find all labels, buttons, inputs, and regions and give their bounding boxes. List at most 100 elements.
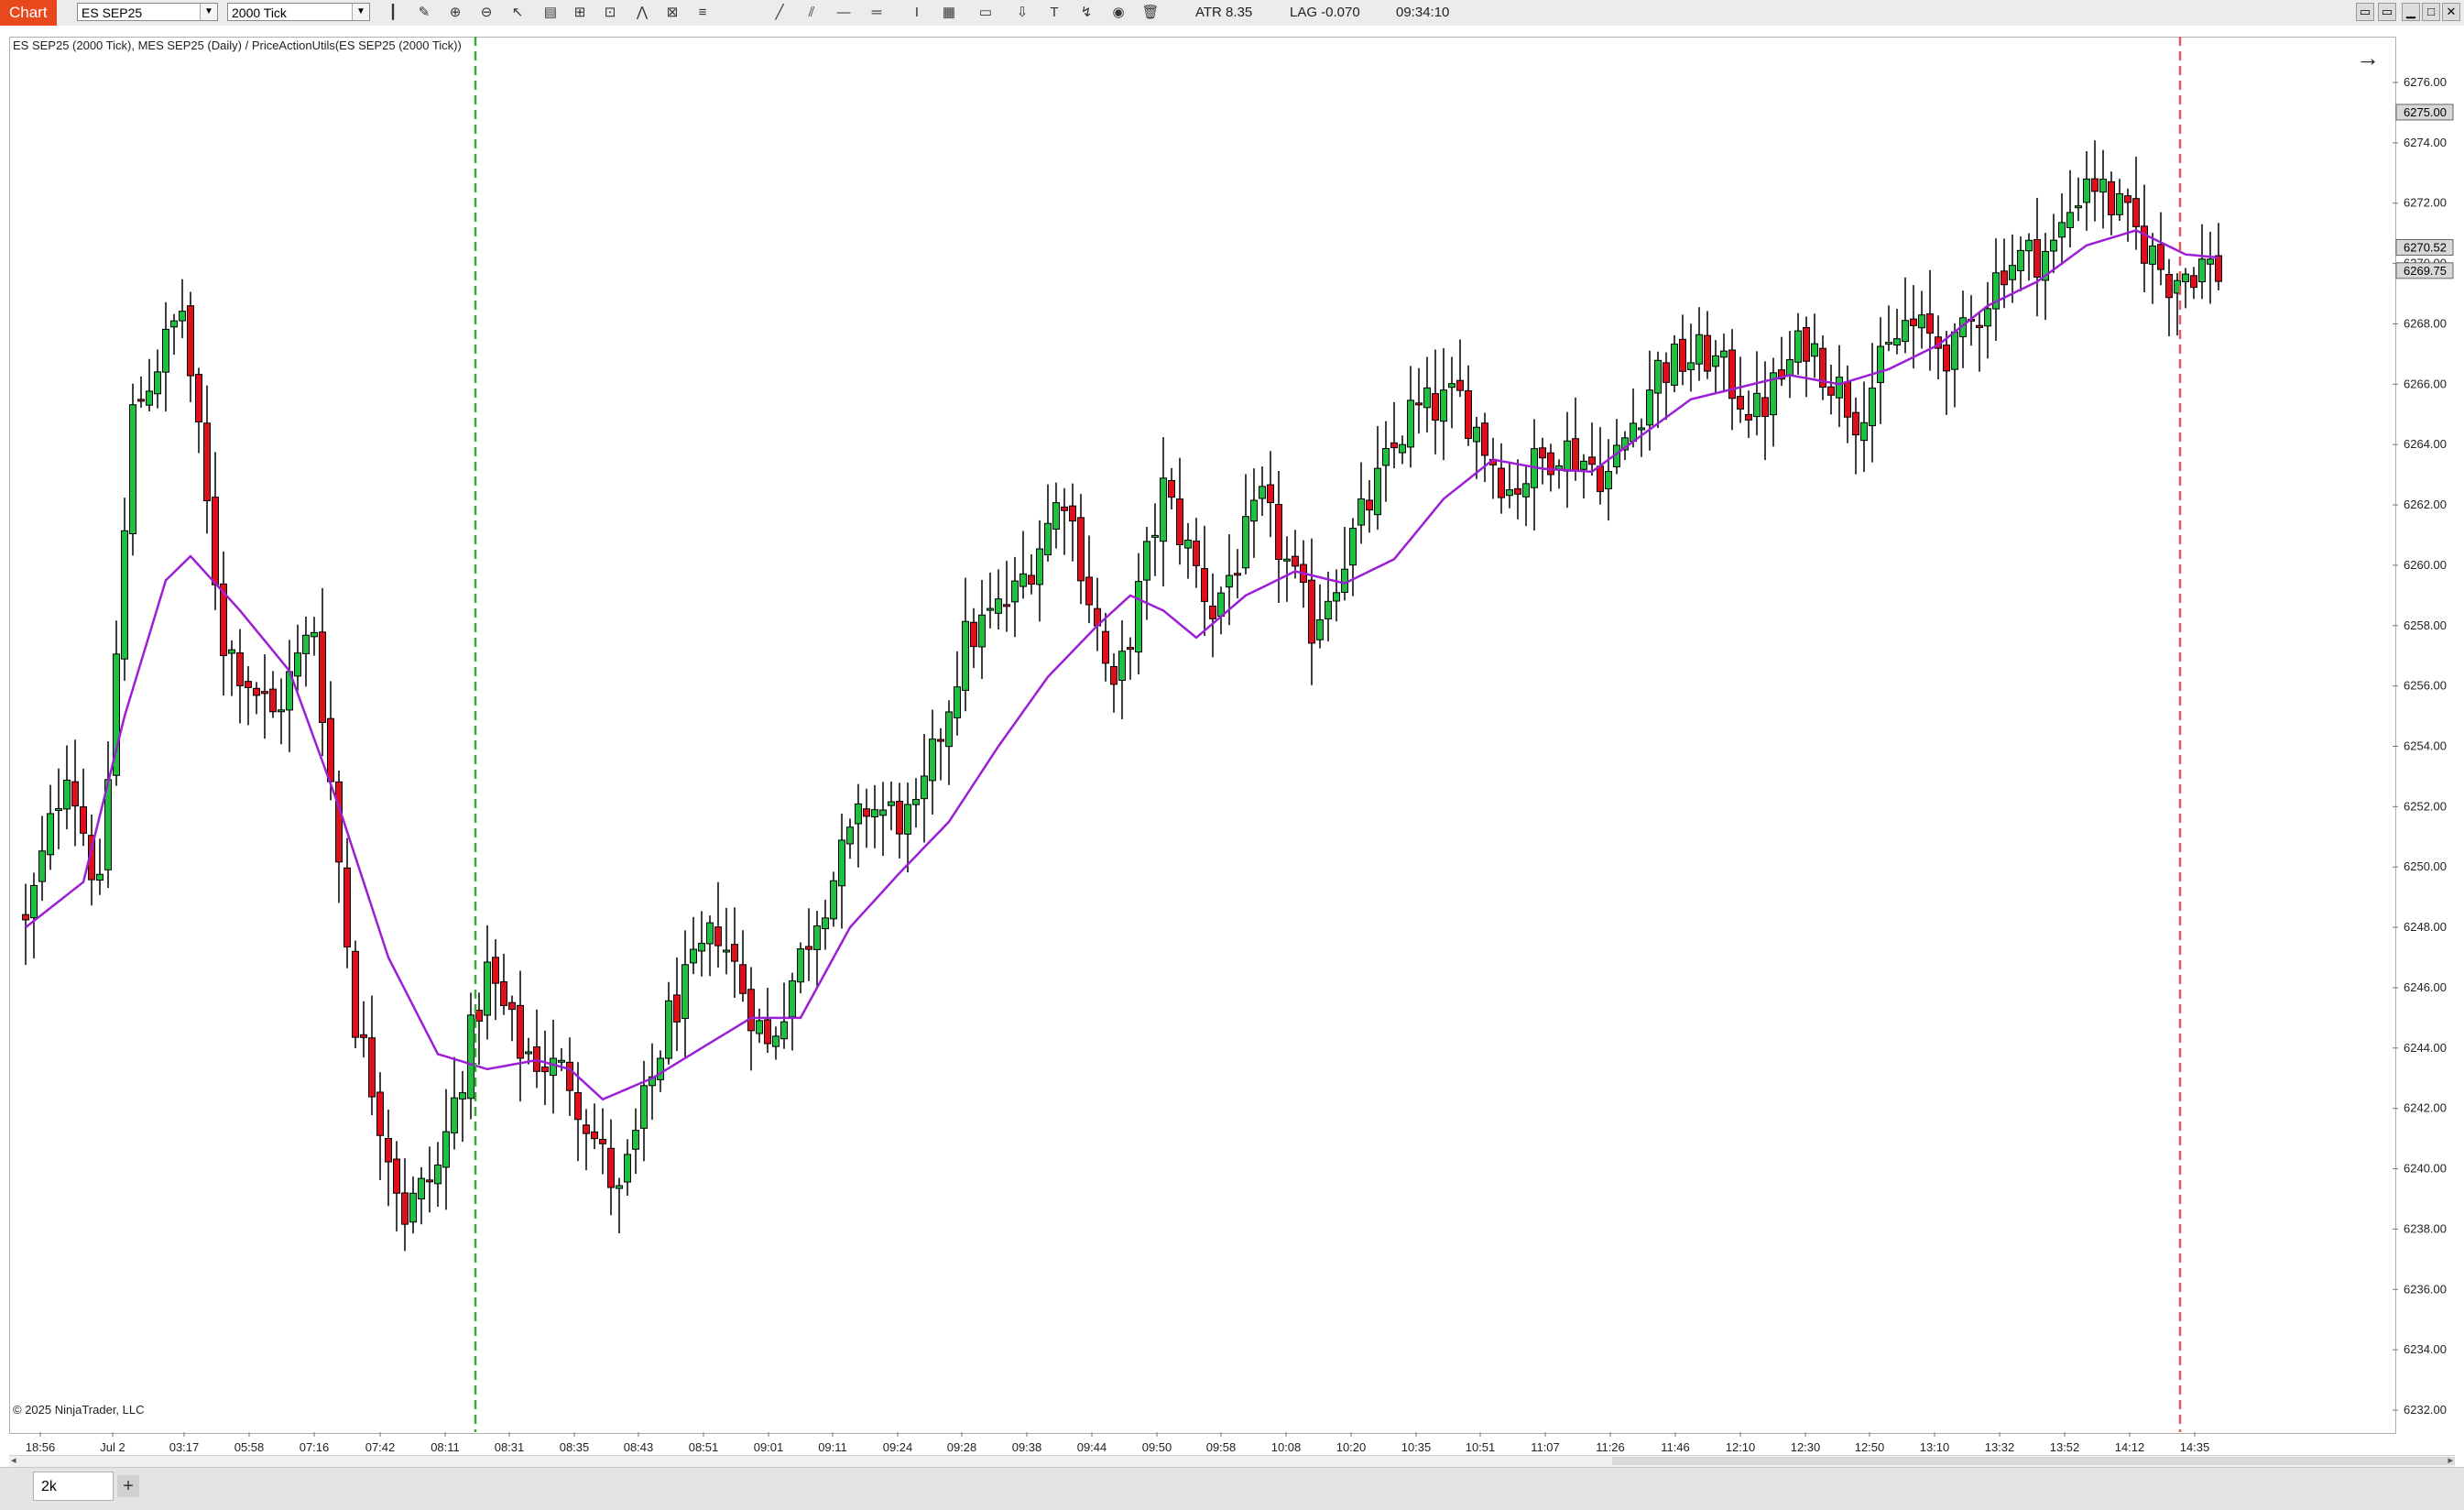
candle-down[interactable] bbox=[245, 681, 252, 688]
candle-up[interactable] bbox=[1984, 308, 1991, 327]
candle-up[interactable] bbox=[665, 1000, 672, 1059]
candle-up[interactable] bbox=[640, 1085, 648, 1129]
candle-down[interactable] bbox=[2157, 244, 2164, 270]
candle-down[interactable] bbox=[327, 717, 334, 782]
candle-down[interactable] bbox=[1572, 438, 1579, 471]
candle-up[interactable] bbox=[154, 371, 161, 395]
candle-down[interactable] bbox=[1201, 568, 1208, 602]
candle-down[interactable] bbox=[319, 631, 326, 723]
candle-down[interactable] bbox=[1547, 452, 1554, 476]
candle-down[interactable] bbox=[492, 957, 499, 984]
candle-down[interactable] bbox=[426, 1179, 433, 1183]
candle-down[interactable] bbox=[385, 1138, 392, 1163]
candle-up[interactable] bbox=[1885, 342, 1892, 345]
candle-down[interactable] bbox=[1852, 411, 1859, 436]
candle-up[interactable] bbox=[442, 1131, 450, 1168]
candle-up[interactable] bbox=[1638, 427, 1645, 431]
candle-down[interactable] bbox=[1827, 386, 1835, 396]
candle-down[interactable] bbox=[1456, 379, 1464, 391]
arrow-down-icon[interactable]: ⇩ bbox=[1016, 5, 1029, 20]
window-tile-icon[interactable]: ▭ bbox=[2356, 3, 2374, 21]
candle-down[interactable] bbox=[1366, 499, 1373, 511]
candle-down[interactable] bbox=[236, 652, 244, 686]
eye-icon[interactable]: ◉ bbox=[1112, 5, 1125, 20]
candle-up[interactable] bbox=[954, 686, 961, 718]
candle-up[interactable] bbox=[451, 1097, 458, 1133]
candle-down[interactable] bbox=[863, 808, 870, 817]
candle-up[interactable] bbox=[418, 1177, 425, 1200]
candle-up[interactable] bbox=[1671, 344, 1678, 386]
candle-down[interactable] bbox=[1209, 605, 1216, 619]
candle-up[interactable] bbox=[1259, 486, 1266, 499]
trash-icon[interactable]: 🗑 bbox=[1141, 5, 1160, 20]
candle-up[interactable] bbox=[879, 809, 887, 816]
candle-down[interactable] bbox=[739, 964, 747, 994]
list-icon[interactable]: ≡ bbox=[698, 5, 707, 20]
candle-down[interactable] bbox=[1498, 467, 1505, 498]
candle-up[interactable] bbox=[1786, 358, 1793, 377]
candle-up[interactable] bbox=[987, 607, 994, 611]
candle-down[interactable] bbox=[475, 1010, 483, 1022]
candle-down[interactable] bbox=[1102, 630, 1109, 664]
candle-up[interactable] bbox=[1580, 460, 1587, 470]
candle-down[interactable] bbox=[1663, 362, 1670, 383]
candle-down[interactable] bbox=[2215, 255, 2222, 282]
candle-up[interactable] bbox=[1242, 516, 1249, 569]
candle-down[interactable] bbox=[1267, 484, 1274, 504]
candle-up[interactable] bbox=[1522, 483, 1530, 498]
candle-up[interactable] bbox=[632, 1130, 639, 1150]
horizontal-scrollbar[interactable]: ◂ ▸ bbox=[9, 1455, 2455, 1467]
candle-up[interactable] bbox=[1720, 350, 1728, 358]
ray-icon[interactable]: ⫽ bbox=[808, 5, 815, 20]
candle-down[interactable] bbox=[896, 800, 903, 835]
text-icon[interactable]: T bbox=[1050, 5, 1059, 20]
candle-up[interactable] bbox=[772, 1035, 780, 1047]
candle-up[interactable] bbox=[912, 798, 920, 805]
candle-down[interactable] bbox=[335, 781, 343, 863]
candle-up[interactable] bbox=[780, 1021, 788, 1040]
candle-up[interactable] bbox=[813, 925, 821, 950]
candle-up[interactable] bbox=[1382, 448, 1390, 466]
candle-down[interactable] bbox=[1819, 347, 1826, 388]
candle-up[interactable] bbox=[1902, 320, 1909, 343]
candle-up[interactable] bbox=[2099, 179, 2107, 193]
candle-up[interactable] bbox=[162, 328, 169, 373]
candle-up[interactable] bbox=[1869, 388, 1876, 427]
text-cursor-icon[interactable]: I bbox=[914, 5, 920, 20]
candle-up[interactable] bbox=[1811, 343, 1818, 357]
candle-up[interactable] bbox=[1473, 426, 1480, 443]
candle-up[interactable] bbox=[38, 850, 46, 882]
candle-down[interactable] bbox=[401, 1192, 409, 1225]
candle-down[interactable] bbox=[1844, 381, 1851, 418]
candle-up[interactable] bbox=[756, 1020, 763, 1034]
candle-up[interactable] bbox=[1605, 471, 1612, 489]
candle-down[interactable] bbox=[376, 1091, 384, 1136]
candle-down[interactable] bbox=[1176, 498, 1183, 545]
interval-selector[interactable]: 2000 Tick ▼ bbox=[227, 3, 370, 21]
scrollbar-thumb[interactable] bbox=[1612, 1457, 2455, 1465]
candle-down[interactable] bbox=[1465, 389, 1472, 439]
candle-up[interactable] bbox=[1184, 539, 1192, 549]
candle-down[interactable] bbox=[1910, 318, 1917, 326]
scroll-right-icon[interactable]: ▸ bbox=[2448, 1455, 2453, 1466]
candle-up[interactable] bbox=[1357, 498, 1365, 526]
candle-down[interactable] bbox=[583, 1124, 590, 1134]
candle-down[interactable] bbox=[1943, 345, 1950, 372]
candle-up[interactable] bbox=[797, 948, 804, 983]
candle-up[interactable] bbox=[1135, 581, 1142, 653]
candle-down[interactable] bbox=[607, 1147, 615, 1188]
candle-down[interactable] bbox=[393, 1158, 400, 1194]
plus-icon[interactable]: + bbox=[117, 1475, 139, 1497]
candle-down[interactable] bbox=[137, 399, 145, 402]
candle-up[interactable] bbox=[1349, 528, 1357, 566]
candle-up[interactable] bbox=[1687, 362, 1695, 370]
candle-down[interactable] bbox=[343, 867, 351, 947]
minimize-icon[interactable]: ▁ bbox=[2402, 3, 2420, 21]
candle-down[interactable] bbox=[80, 806, 87, 834]
candle-down[interactable] bbox=[673, 994, 681, 1023]
candle-up[interactable] bbox=[1143, 541, 1150, 581]
candle-up[interactable] bbox=[624, 1154, 631, 1183]
candle-up[interactable] bbox=[558, 1059, 565, 1063]
arrow-right-icon[interactable]: → bbox=[2356, 44, 2380, 71]
candle-up[interactable] bbox=[1399, 443, 1406, 454]
